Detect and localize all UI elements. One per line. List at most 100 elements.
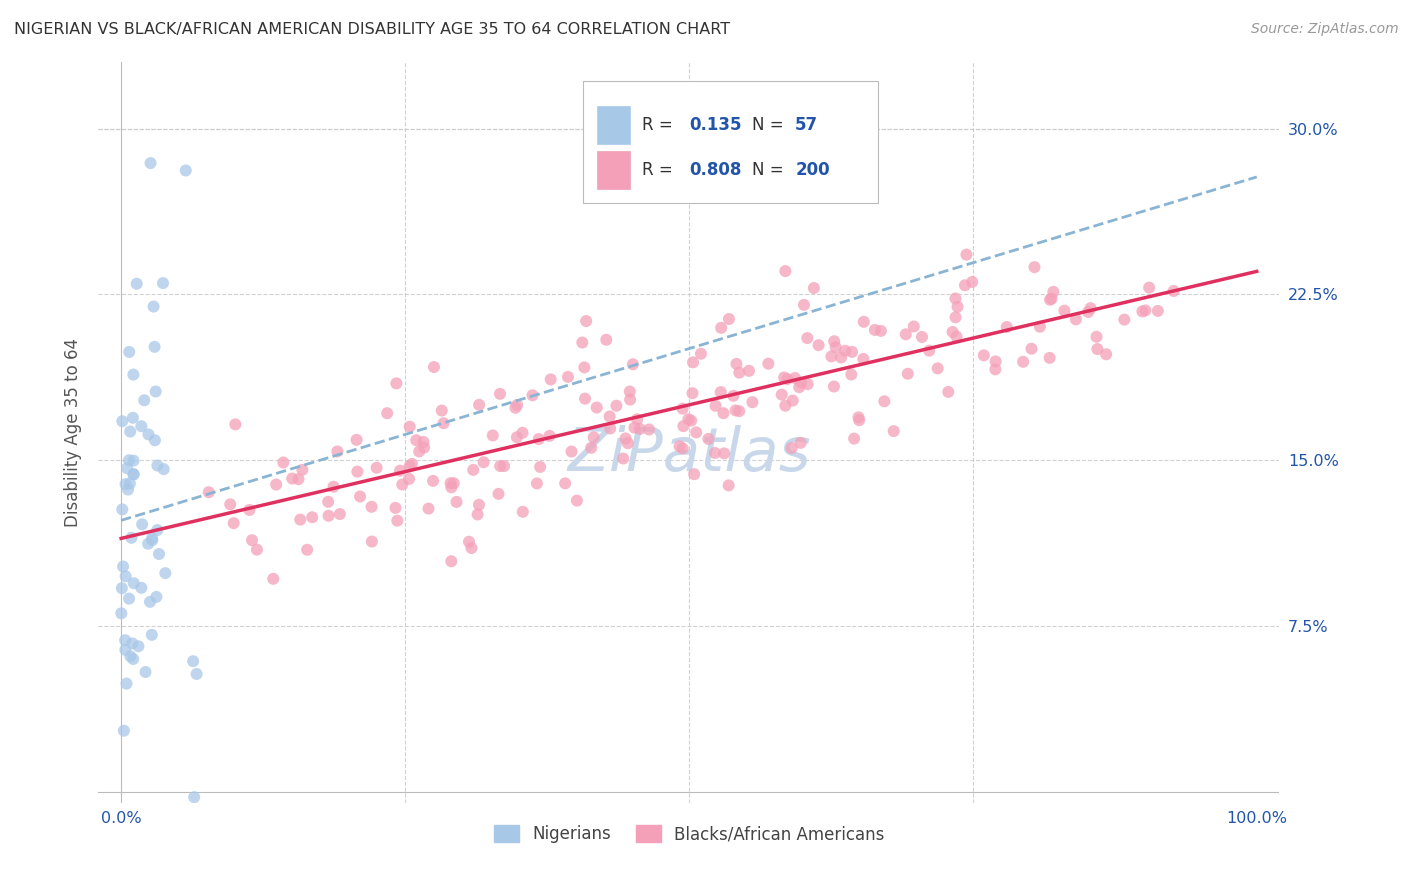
Point — [398, 472, 420, 486]
Point — [114, 643, 136, 657]
Point — [1130, 304, 1153, 318]
Point — [290, 513, 312, 527]
Point — [120, 649, 142, 664]
Point — [143, 340, 166, 354]
Point — [1040, 292, 1063, 306]
Point — [366, 460, 388, 475]
Point — [1077, 305, 1099, 319]
Point — [946, 300, 969, 314]
Point — [361, 534, 384, 549]
Point — [538, 429, 561, 443]
Point — [146, 458, 169, 473]
Point — [927, 361, 949, 376]
Point — [617, 436, 640, 450]
Point — [131, 517, 153, 532]
Point — [984, 354, 1007, 368]
Point — [122, 576, 145, 591]
Point — [839, 368, 862, 382]
Point — [955, 247, 977, 261]
Point — [121, 636, 143, 650]
Point — [430, 403, 453, 417]
Point — [728, 404, 751, 418]
Point — [685, 425, 707, 440]
Point — [565, 493, 588, 508]
Point — [222, 516, 245, 531]
Point — [141, 531, 163, 545]
Point — [413, 441, 436, 455]
Point — [1024, 260, 1046, 274]
Point — [131, 581, 153, 595]
Point — [793, 298, 815, 312]
Text: N =: N = — [752, 161, 789, 178]
Point — [398, 419, 420, 434]
Point — [595, 333, 617, 347]
Point — [141, 628, 163, 642]
Point — [830, 351, 852, 365]
Point — [741, 395, 763, 409]
FancyBboxPatch shape — [596, 106, 630, 145]
Point — [122, 467, 145, 482]
Point — [418, 501, 440, 516]
Point — [973, 348, 995, 362]
Point — [717, 312, 740, 326]
Point — [841, 345, 863, 359]
Point — [638, 422, 661, 436]
Point — [467, 508, 489, 522]
Point — [134, 665, 156, 679]
Point — [138, 427, 160, 442]
Point — [960, 275, 983, 289]
Point — [554, 476, 576, 491]
Point — [122, 467, 145, 481]
Point — [463, 463, 485, 477]
Point — [131, 419, 153, 434]
Point — [264, 477, 287, 491]
Point — [139, 595, 162, 609]
Point — [773, 370, 796, 384]
Point — [783, 371, 806, 385]
Point — [246, 542, 269, 557]
Point — [823, 379, 845, 393]
Point — [111, 414, 134, 428]
Point — [571, 335, 593, 350]
Point — [936, 384, 959, 399]
Point — [1064, 312, 1087, 326]
Y-axis label: Disability Age 35 to 64: Disability Age 35 to 64 — [63, 338, 82, 527]
Text: N =: N = — [752, 116, 789, 135]
Point — [111, 581, 134, 595]
Point — [1021, 342, 1043, 356]
Point — [682, 386, 704, 401]
Point — [115, 461, 138, 475]
Point — [775, 399, 797, 413]
Point — [146, 523, 169, 537]
Point — [527, 432, 550, 446]
Point — [529, 459, 551, 474]
Point — [174, 163, 197, 178]
Point — [512, 425, 534, 440]
Point — [114, 477, 136, 491]
Point — [433, 416, 456, 430]
Point — [1053, 303, 1076, 318]
Point — [1095, 347, 1118, 361]
FancyBboxPatch shape — [582, 81, 877, 203]
Point — [446, 495, 468, 509]
Point — [152, 462, 174, 476]
Point — [114, 633, 136, 648]
Point — [391, 477, 413, 491]
Point — [115, 676, 138, 690]
Point — [118, 453, 141, 467]
Point — [506, 430, 529, 444]
Point — [238, 503, 260, 517]
Point — [672, 442, 695, 456]
Point — [621, 357, 644, 371]
Point — [697, 432, 720, 446]
Point — [349, 490, 371, 504]
Point — [724, 403, 747, 417]
Point — [945, 329, 967, 343]
Point — [796, 331, 818, 345]
Point — [713, 446, 735, 460]
Point — [852, 351, 875, 366]
Point — [224, 417, 246, 432]
Text: 0.135: 0.135 — [689, 116, 741, 135]
Point — [560, 444, 582, 458]
Point — [579, 441, 602, 455]
